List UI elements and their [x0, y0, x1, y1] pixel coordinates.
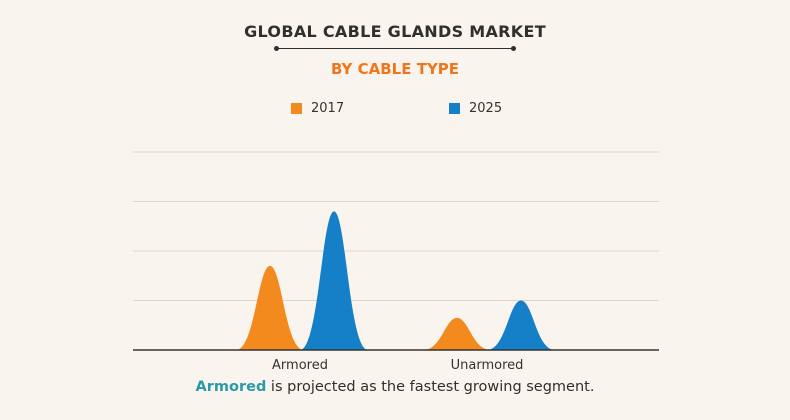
x-tick-label: Unarmored	[451, 358, 524, 373]
legend-swatch-2017	[291, 103, 302, 114]
legend-item-2025: 2025	[449, 101, 502, 116]
caption: Armored is projected as the fastest grow…	[0, 379, 790, 395]
caption-text: is projected as the fastest growing segm…	[266, 379, 595, 395]
legend-swatch-2025	[449, 103, 460, 114]
legend-label-2017: 2017	[311, 101, 345, 116]
caption-highlight: Armored	[195, 379, 267, 395]
peak-2025-armored	[300, 211, 368, 350]
chart-title: GLOBAL CABLE GLANDS MARKET	[244, 22, 546, 41]
chart-marks	[236, 211, 555, 350]
gridlines	[133, 151, 659, 301]
chart-subtitle: BY CABLE TYPE	[330, 60, 460, 78]
legend-item-2017: 2017	[291, 101, 344, 116]
title-divider	[274, 45, 516, 51]
peak-2017-unarmored	[423, 317, 491, 350]
divider-dot-left	[274, 45, 279, 51]
legend-label-2025: 2025	[469, 101, 503, 116]
divider-dot-right	[511, 45, 516, 51]
x-tick-label: Armored	[272, 358, 328, 373]
peak-2017-armored	[236, 265, 304, 350]
peak-2025-unarmored	[487, 300, 555, 350]
x-tick-labels: Armored Unarmored	[272, 358, 523, 373]
